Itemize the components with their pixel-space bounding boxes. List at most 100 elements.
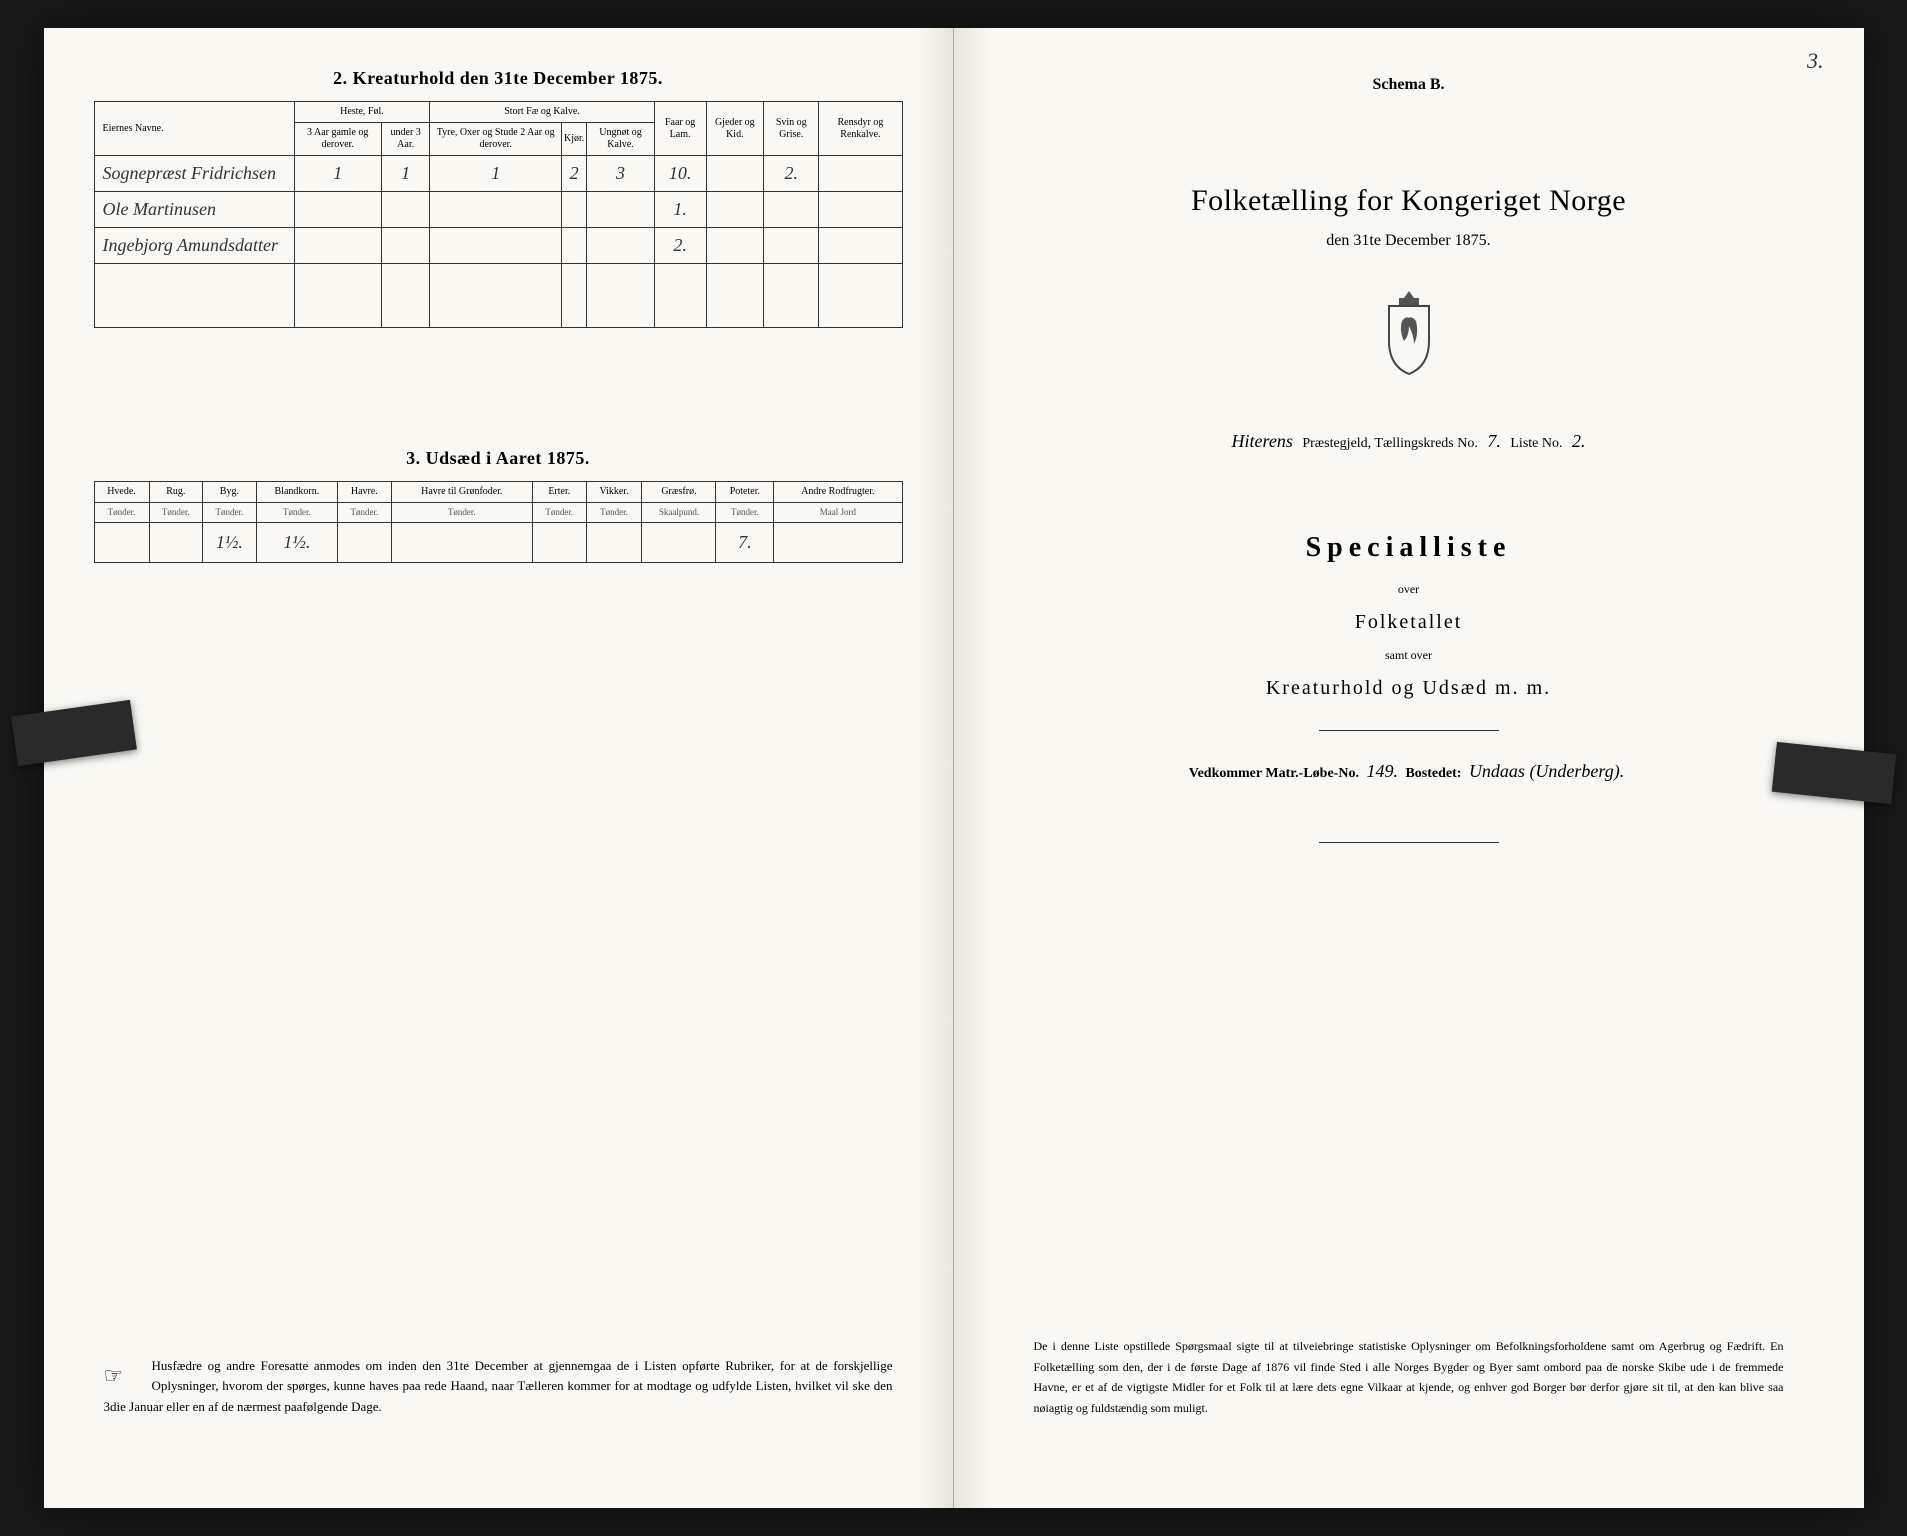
group-horses: Heste, Føl. [294,102,430,123]
kreds-no: 7. [1481,431,1507,451]
cell [706,228,764,264]
cell [642,522,716,562]
owner-cell: Ingebjorg Amundsdatter [94,228,294,264]
cell [587,192,654,228]
divider-2 [1319,842,1499,843]
livestock-table: Eiernes Navne. Heste, Føl. Stort Fæ og K… [94,101,903,328]
col-subheader: Tønder. [256,503,337,523]
cell [381,192,429,228]
cell [774,522,902,562]
cell: 10. [654,156,706,192]
col-subheader: Skaalpund. [642,503,716,523]
cell [381,228,429,264]
col-reindeer: Rensdyr og Renkalve. [819,102,902,156]
vedkommer-line: Vedkommer Matr.-Løbe-No. 149. Bostedet: … [1004,761,1814,782]
pointing-hand-icon: ☞ [104,1358,144,1393]
cell [294,192,381,228]
table-row: Ole Martinusen 1. [94,192,902,228]
cell: 3 [587,156,654,192]
col-header: Hvede. [94,482,149,503]
col-header: Græsfrø. [642,482,716,503]
cell: 2 [562,156,587,192]
book-spread: 2. Kreaturhold den 31te December 1875. E… [44,28,1864,1508]
cell [586,522,642,562]
col-header: Byg. [203,482,257,503]
owner-cell: Sognepræst Fridrichsen [94,156,294,192]
right-footer: De i denne Liste opstillede Spørgsmaal s… [1034,1336,1784,1418]
cell [819,228,902,264]
samt-label: samt over [1004,648,1814,663]
section3-title: 3. Udsæd i Aaret 1875. [94,448,903,469]
divider [1319,730,1499,731]
folketallet: Folketallet [1004,611,1814,634]
col-owner: Eiernes Navne. [94,102,294,156]
col-subheader: Tønder. [149,503,203,523]
page-number: 3. [1807,48,1824,74]
liste-no: 2. [1566,431,1592,451]
cell: 2. [764,156,819,192]
owner-cell: Ole Martinusen [94,192,294,228]
col-header: Havre. [338,482,392,503]
liste-label: Liste No. [1510,436,1566,451]
over-label: over [1004,582,1814,597]
col-subheader: Tønder. [338,503,392,523]
cell [562,192,587,228]
cell [391,522,532,562]
bostedet-label: Bostedet: [1405,766,1465,781]
col-subheader: Maal Jord [774,503,902,523]
blank-row [94,264,902,328]
cell: 1. [654,192,706,228]
parish-label: Præstegjeld, Tællingskreds No. [1302,436,1481,451]
cell [294,228,381,264]
section2-title: 2. Kreaturhold den 31te December 1875. [94,68,903,89]
parish-prefix: Hiterens [1226,431,1299,451]
col-pig: Svin og Grise. [764,102,819,156]
parish-line: Hiterens Præstegjeld, Tællingskreds No. … [1004,431,1814,452]
cell [764,228,819,264]
col-header: Erter. [533,482,587,503]
col-h2: under 3 Aar. [381,123,429,156]
schema-label: Schema B. [1004,76,1814,94]
cell [562,228,587,264]
cell: 1 [381,156,429,192]
specialliste-title: Specialliste [1004,532,1814,564]
cell [94,522,149,562]
col-goat: Gjeder og Kid. [706,102,764,156]
col-subheader: Tønder. [94,503,149,523]
cell [587,228,654,264]
col-subheader: Tønder. [586,503,642,523]
col-c3: Ungnøt og Kalve. [587,123,654,156]
col-subheader: Tønder. [533,503,587,523]
table-row: Sognepræst Fridrichsen1112310.2. [94,156,902,192]
main-title: Folketælling for Kongeriget Norge [1004,184,1814,218]
coat-of-arms-icon [1004,286,1814,391]
sowing-table: Hvede.Rug.Byg.Blandkorn.Havre.Havre til … [94,481,903,563]
cell [430,228,562,264]
col-sheep: Faar og Lam. [654,102,706,156]
footer-text: Husfædre og andre Foresatte anmodes om i… [104,1358,893,1415]
cell [430,192,562,228]
col-header: Rug. [149,482,203,503]
bostedet: Undaas (Underberg). [1465,761,1628,781]
col-c1: Tyre, Oxer og Stude 2 Aar og derover. [430,123,562,156]
col-subheader: Tønder. [716,503,774,523]
kreatur-line: Kreaturhold og Udsæd m. m. [1004,677,1814,700]
right-page: 3. Schema B. Folketælling for Kongeriget… [954,28,1864,1508]
cell [706,192,764,228]
cell [819,192,902,228]
sub-date: den 31te December 1875. [1004,232,1814,250]
cell: 7. [716,522,774,562]
cell: 2. [654,228,706,264]
col-header: Vikker. [586,482,642,503]
cell [533,522,587,562]
table-row: Ingebjorg Amundsdatter 2. [94,228,902,264]
matr-no: 149. [1362,761,1402,781]
cell: 1 [430,156,562,192]
col-header: Blandkorn. [256,482,337,503]
left-page: 2. Kreaturhold den 31te December 1875. E… [44,28,954,1508]
group-cattle: Stort Fæ og Kalve. [430,102,654,123]
cell: 1½. [256,522,337,562]
cell: 1 [294,156,381,192]
vedkommer-label: Vedkommer Matr.-Løbe-No. [1189,766,1363,781]
col-header: Havre til Grønfoder. [391,482,532,503]
